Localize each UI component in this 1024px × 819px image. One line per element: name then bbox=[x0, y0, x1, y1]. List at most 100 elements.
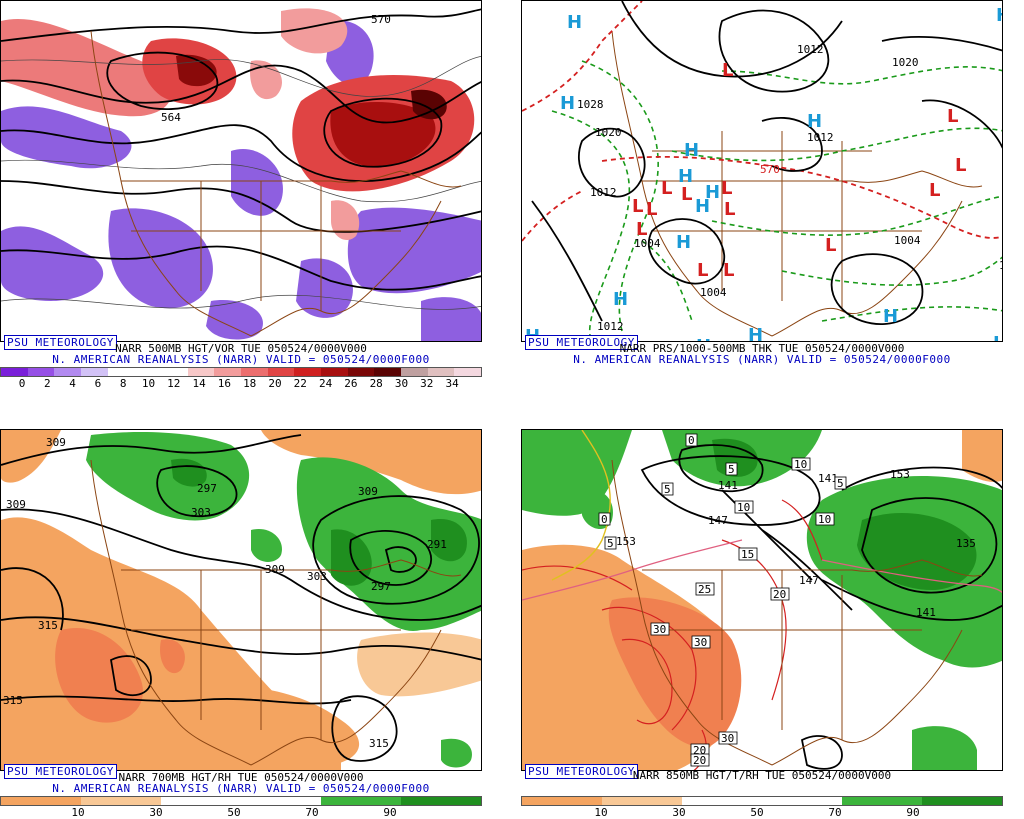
psu-meteorology-badge: PSU METEOROLOGY bbox=[525, 764, 638, 779]
height-contour-label: 153 bbox=[616, 535, 636, 548]
color-bar-segment bbox=[682, 797, 762, 805]
rh700-map-graphic: 309 309 297 303 309 309 303 297 291 315 … bbox=[1, 430, 481, 770]
color-bar-segment bbox=[321, 797, 401, 805]
color-bar-tick-label: 20 bbox=[268, 377, 282, 390]
vorticity-color-bar-ticks: 0 2 4 6 8 10 12 14 16 18 20 22 24 26 28 30 32 34 bbox=[0, 377, 482, 390]
color-bar-tick-label: 10 bbox=[594, 806, 608, 819]
high-pressure-marker: H bbox=[705, 182, 720, 203]
svg-text:20: 20 bbox=[773, 588, 786, 601]
color-bar-tick-label: 90 bbox=[906, 806, 920, 819]
isobar-label: 1012 bbox=[807, 131, 834, 144]
height-contour-label: 309 bbox=[46, 436, 66, 449]
isobar-label: 1012 bbox=[852, 339, 879, 342]
panel-700mb-rh: 309 309 297 303 309 309 303 297 291 315 … bbox=[0, 429, 482, 819]
svg-text:15: 15 bbox=[741, 548, 754, 561]
color-bar-segment bbox=[241, 368, 268, 376]
low-pressure-marker: L bbox=[722, 60, 733, 81]
color-bar-segment bbox=[107, 368, 135, 376]
color-bar-tick-label: 34 bbox=[445, 377, 459, 390]
color-bar-segment bbox=[522, 797, 602, 805]
low-pressure-marker: L bbox=[697, 260, 708, 281]
svg-text:10: 10 bbox=[737, 501, 750, 514]
high-pressure-marker: H bbox=[695, 196, 710, 217]
color-bar-segment bbox=[762, 797, 842, 805]
panel-caption-title: NARR 850MB HGT/T/RH TUE 050524/0000V000 bbox=[632, 769, 892, 782]
low-pressure-marker: L bbox=[721, 178, 732, 199]
isobar-label: 1020 bbox=[595, 126, 622, 139]
height-contour-label: 135 bbox=[956, 537, 976, 550]
height-contour-label: 315 bbox=[3, 694, 23, 707]
vorticity-color-bar bbox=[0, 367, 482, 377]
high-pressure-marker: H bbox=[567, 12, 582, 33]
color-bar-tick-label: 12 bbox=[167, 377, 181, 390]
panel-500mb-vorticity: 570 564 PSU METEOROLOGY NARR 500MB HGT/V… bbox=[0, 0, 482, 390]
map-700mb-rh: 309 309 297 303 309 309 303 297 291 315 … bbox=[0, 429, 482, 771]
high-pressure-marker: H bbox=[807, 111, 822, 132]
color-bar-tick-label: 28 bbox=[369, 377, 383, 390]
color-bar-segment bbox=[321, 368, 348, 376]
isobar-label: 1004 bbox=[700, 286, 727, 299]
low-pressure-marker: L bbox=[947, 106, 958, 127]
svg-text:30: 30 bbox=[694, 636, 707, 649]
temperature-label: 15 bbox=[738, 547, 758, 561]
map-850mb-temp-rh: 153 141 147 141 153 135 147 141 0 0 5 5 5 5 10… bbox=[521, 429, 1003, 771]
isobar-label: 1004 bbox=[634, 237, 661, 250]
height-contour-label: 147 bbox=[799, 574, 819, 587]
height-contour-label: 297 bbox=[197, 482, 217, 495]
svg-text:30: 30 bbox=[721, 732, 734, 745]
high-pressure-marker: H bbox=[684, 140, 699, 161]
svg-text:20: 20 bbox=[693, 754, 706, 767]
high-pressure-marker: H bbox=[696, 336, 711, 342]
color-bar-tick-label: 50 bbox=[227, 806, 241, 819]
color-bar-segment bbox=[161, 368, 188, 376]
color-bar-tick-label: 10 bbox=[141, 377, 156, 390]
temperature-label: 0 bbox=[685, 433, 698, 447]
temperature-label: 30 bbox=[718, 731, 738, 745]
height-contour-label: 153 bbox=[890, 468, 910, 481]
color-bar-tick-label: 18 bbox=[243, 377, 257, 390]
color-bar-segment bbox=[241, 797, 321, 805]
low-pressure-marker: L bbox=[955, 155, 966, 176]
svg-text:10: 10 bbox=[818, 513, 831, 526]
color-bar-segment bbox=[842, 797, 922, 805]
isobar-label: 1020 bbox=[892, 56, 919, 69]
temperature-label: 5 bbox=[604, 536, 617, 550]
svg-text:5: 5 bbox=[728, 463, 735, 476]
svg-text:5: 5 bbox=[607, 537, 614, 550]
low-pressure-marker: L bbox=[681, 184, 692, 205]
isobar-label: 1004 bbox=[894, 234, 921, 247]
height-contour-label: 303 bbox=[307, 570, 327, 583]
color-bar-tick-label: 90 bbox=[383, 806, 397, 819]
svg-text:10: 10 bbox=[794, 458, 807, 471]
color-bar-segment bbox=[27, 368, 55, 376]
isobar-label: 1012 bbox=[999, 259, 1003, 272]
svg-text:5: 5 bbox=[837, 477, 844, 490]
color-bar-tick-label: 30 bbox=[394, 377, 409, 390]
high-pressure-marker: H bbox=[560, 93, 575, 114]
temperature-label: 20 bbox=[690, 753, 710, 767]
panel-caption-valid: N. AMERICAN REANALYSIS (NARR) VALID = 05… bbox=[52, 782, 430, 795]
panel-caption-title: NARR 700MB HGT/RH TUE 050524/0000V000 bbox=[118, 771, 364, 784]
height-contour-label: 564 bbox=[161, 111, 181, 124]
low-pressure-marker: L bbox=[724, 199, 735, 220]
high-pressure-marker: H bbox=[755, 339, 770, 342]
color-bar-tick-label: 0 bbox=[18, 377, 26, 390]
color-bar-tick-label: 4 bbox=[69, 377, 76, 390]
low-pressure-marker: L bbox=[929, 180, 940, 201]
high-pressure-marker: H bbox=[748, 325, 763, 342]
color-bar-tick-label: 50 bbox=[750, 806, 764, 819]
height-contour-label: 570 bbox=[371, 13, 391, 26]
color-bar-tick-label: 2 bbox=[43, 377, 51, 390]
svg-text:25: 25 bbox=[698, 583, 711, 596]
temperature-label: 10 bbox=[815, 512, 835, 526]
color-bar-tick-label: 8 bbox=[119, 377, 127, 390]
color-bar-segment bbox=[922, 797, 1002, 805]
svg-text:0: 0 bbox=[601, 513, 608, 526]
color-bar-segment bbox=[427, 368, 455, 376]
color-bar-tick-label: 70 bbox=[305, 806, 319, 819]
rh-color-bar-ticks: 10 30 50 70 90 bbox=[521, 806, 1003, 819]
high-pressure-marker: H bbox=[676, 232, 691, 253]
color-bar-tick-label: 24 bbox=[318, 377, 333, 390]
temperature-label: 10 bbox=[791, 457, 811, 471]
